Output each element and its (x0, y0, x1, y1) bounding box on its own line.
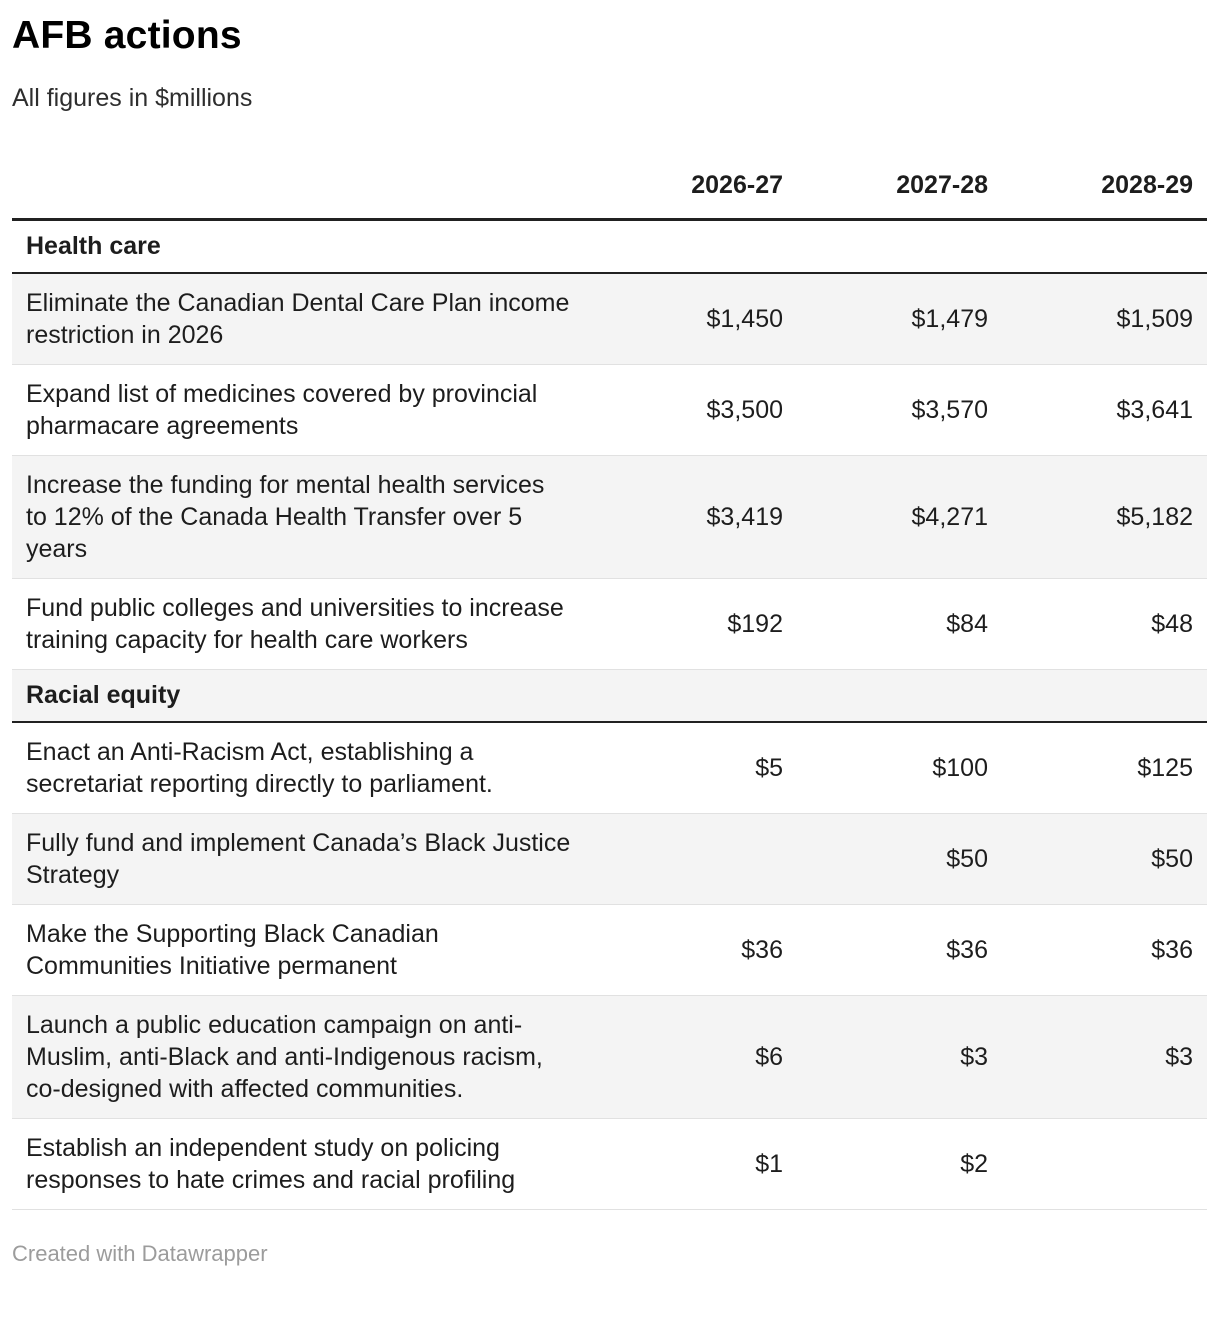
section-label: Health care (12, 219, 1207, 274)
row-label: Expand list of medicines covered by prov… (26, 380, 538, 440)
datawrapper-attribution[interactable]: Created with Datawrapper (12, 1241, 1207, 1267)
cell-value: $4,271 (911, 502, 988, 531)
table-row: Make the Supporting Black Canadian Commu… (12, 905, 1207, 996)
section-label: Racial equity (12, 669, 1207, 723)
cell-value: $36 (741, 935, 783, 964)
cell-value: $1,509 (1116, 304, 1193, 333)
row-label: Fully fund and implement Canada’s Black … (26, 829, 571, 889)
cell-value: $1,479 (911, 304, 988, 333)
row-label: Increase the funding for mental health s… (26, 471, 545, 563)
cell-value: $36 (946, 935, 988, 964)
table-row: Eliminate the Canadian Dental Care Plan … (12, 273, 1207, 365)
cell-value: $3 (1165, 1042, 1193, 1071)
cell-value: $50 (1151, 844, 1193, 873)
table-row: Fund public colleges and universities to… (12, 579, 1207, 670)
attribution-text[interactable]: Created with Datawrapper (12, 1241, 268, 1266)
table-row: Establish an independent study on polici… (12, 1119, 1207, 1210)
row-label: Eliminate the Canadian Dental Care Plan … (26, 289, 570, 349)
column-header-row: 2026-27 2027-28 2028-29 (12, 171, 1207, 221)
cell-value (1002, 1119, 1207, 1210)
cell-value: $36 (1151, 935, 1193, 964)
row-label: Make the Supporting Black Canadian Commu… (26, 920, 439, 980)
page-subtitle: All figures in $millions (12, 84, 253, 112)
cell-value: $125 (1137, 753, 1193, 782)
datawrapper-table-page: AFB actions All figures in $millions 202… (12, 14, 1207, 1267)
section-header-racial-equity: Racial equity (12, 669, 1207, 723)
column-header-spacer (12, 171, 592, 221)
cell-value: $1 (755, 1149, 783, 1178)
cell-value: $50 (946, 844, 988, 873)
table-row: Fully fund and implement Canada’s Black … (12, 813, 1207, 905)
cell-value (592, 814, 797, 905)
cell-value: $3,641 (1116, 395, 1193, 424)
cell-value: $6 (755, 1042, 783, 1071)
section-header-health-care: Health care (12, 219, 1207, 274)
page-title: AFB actions (12, 14, 242, 57)
table-row: Launch a public education campaign on an… (12, 995, 1207, 1119)
cell-value: $192 (727, 609, 783, 638)
column-header-2026-27: 2026-27 (592, 171, 797, 221)
afb-actions-table: 2026-27 2027-28 2028-29 Health care Elim… (12, 171, 1207, 1210)
cell-value: $2 (960, 1149, 988, 1178)
cell-value: $3,500 (706, 395, 783, 424)
cell-value: $1,450 (706, 304, 783, 333)
cell-value: $3 (960, 1042, 988, 1071)
row-label: Fund public colleges and universities to… (26, 594, 564, 654)
table-row: Increase the funding for mental health s… (12, 455, 1207, 579)
cell-value: $3,419 (706, 502, 783, 531)
cell-value: $100 (932, 753, 988, 782)
column-header-2027-28: 2027-28 (797, 171, 1002, 221)
cell-value: $84 (946, 609, 988, 638)
cell-value: $48 (1151, 609, 1193, 638)
row-label: Launch a public education campaign on an… (26, 1011, 543, 1103)
row-label: Enact an Anti-Racism Act, establishing a… (26, 738, 493, 798)
column-header-2028-29: 2028-29 (1002, 171, 1207, 221)
cell-value: $5,182 (1116, 502, 1193, 531)
cell-value: $3,570 (911, 395, 988, 424)
table-row: Expand list of medicines covered by prov… (12, 365, 1207, 456)
table-row: Enact an Anti-Racism Act, establishing a… (12, 722, 1207, 814)
row-label: Establish an independent study on polici… (26, 1134, 516, 1194)
cell-value: $5 (755, 753, 783, 782)
